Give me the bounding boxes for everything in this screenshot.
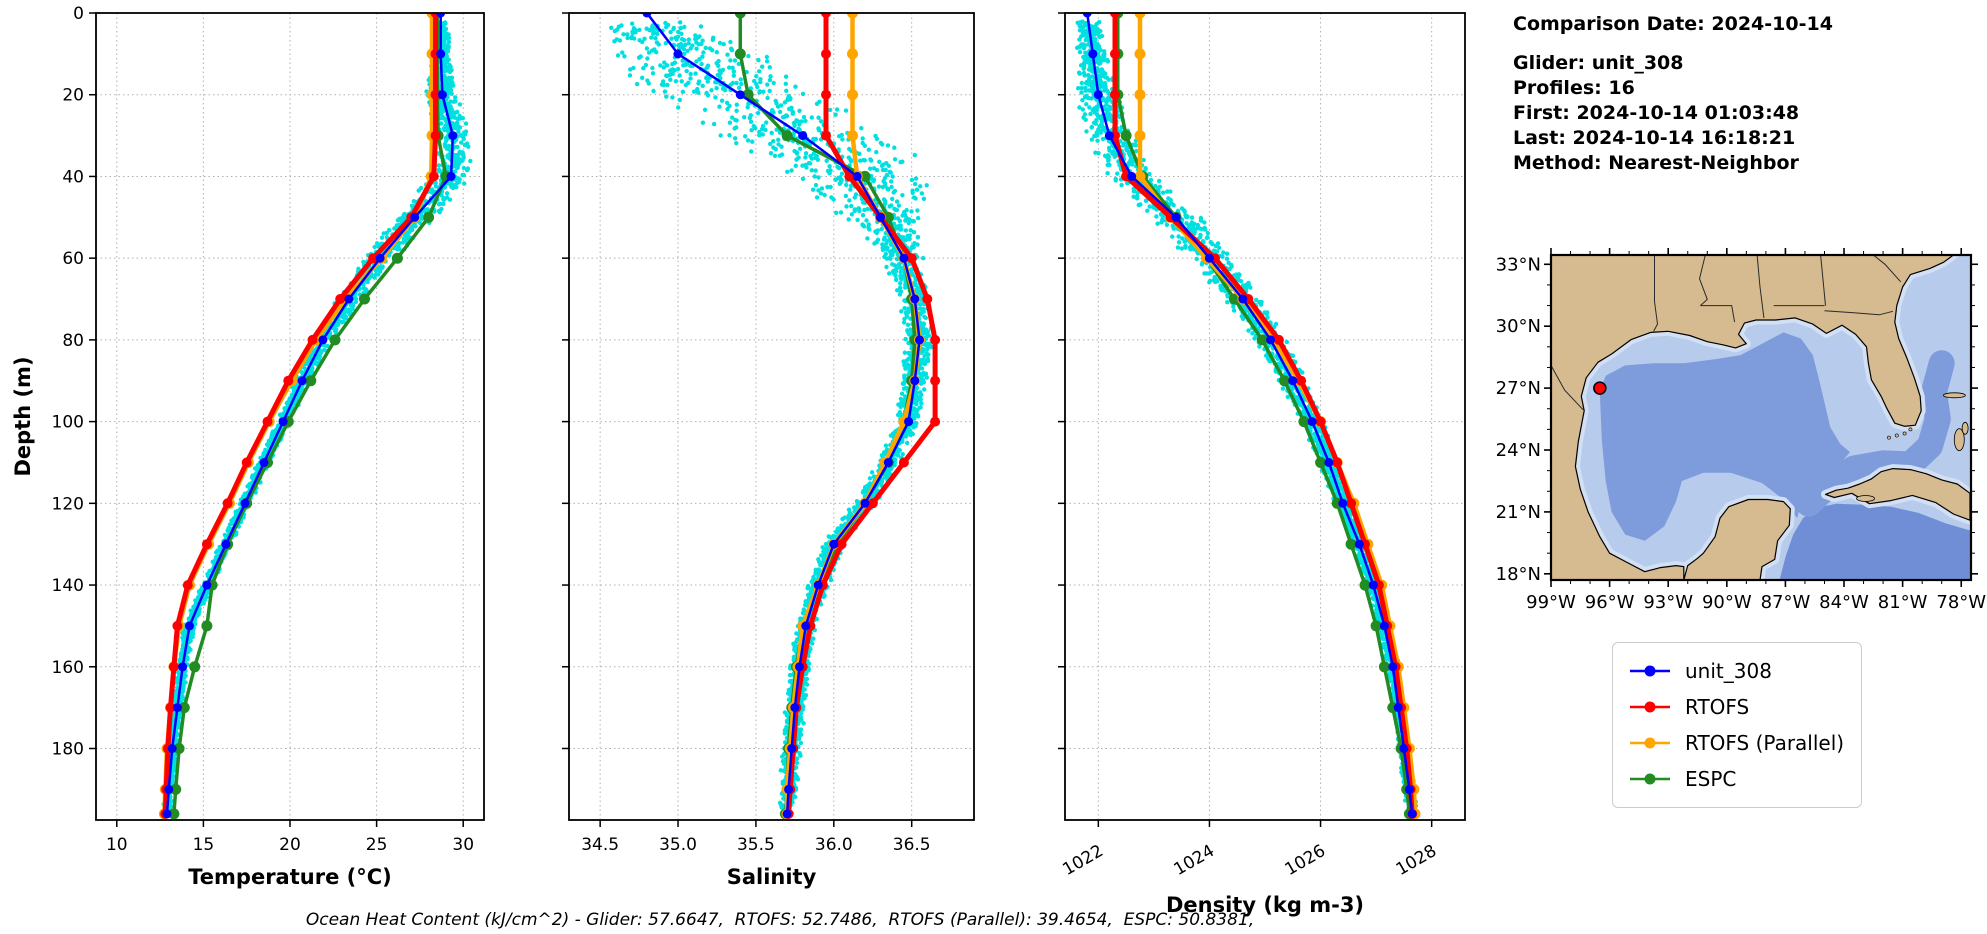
map-plot-area: 33°N30°N27°N24°N21°N18°N99°W 96°W 93°W 90°W… bbox=[1496, 248, 1987, 613]
first-profile-time-text: First: 2024-10-14 01:03:48 bbox=[1513, 102, 1800, 124]
island bbox=[1961, 421, 1969, 435]
salinity-axis-title: Salinity bbox=[727, 865, 817, 889]
series-rtofs-temperature bbox=[160, 13, 441, 819]
tick-labels: 1022 1024 1026 1028 bbox=[1059, 841, 1440, 880]
legend-label: RTOFS bbox=[1685, 695, 1750, 719]
legend: unit_308 RTOFS RTOFS (Parallel) ESPC bbox=[1612, 642, 1862, 808]
svg-text:10: 10 bbox=[106, 835, 128, 855]
svg-text:160: 160 bbox=[52, 658, 84, 678]
glider-location-marker bbox=[1593, 381, 1607, 395]
legend-item-espc: ESPC bbox=[1627, 761, 1847, 797]
glider-scatter-points bbox=[1075, 19, 1419, 816]
svg-text:20: 20 bbox=[62, 86, 84, 106]
state-border bbox=[1653, 255, 1659, 332]
series-glider-salinity bbox=[642, 13, 924, 819]
florida-keys bbox=[1908, 427, 1913, 432]
density-axis-title: Density (kg m-3) bbox=[1166, 893, 1364, 917]
salinity-panel: 34.5 35.0 35.5 36.0 36.5 Salinity bbox=[562, 12, 975, 889]
series-glider-density bbox=[1082, 13, 1417, 819]
tick-labels: 34.5 35.0 35.5 36.0 36.5 bbox=[581, 835, 930, 855]
legend-label: unit_308 bbox=[1685, 659, 1772, 683]
axes-box bbox=[1064, 12, 1466, 821]
profiles-count-text: Profiles: 16 bbox=[1513, 77, 1635, 99]
legend-line-sample-rtofs bbox=[1630, 701, 1670, 713]
island bbox=[1942, 392, 1966, 399]
series-parallel-temperature bbox=[158, 13, 438, 820]
glider-name-text: Glider: unit_308 bbox=[1513, 52, 1684, 74]
map-tick-labels: 33°N30°N27°N24°N21°N18°N99°W 96°W 93°W 90°W… bbox=[1496, 254, 1987, 613]
axis-ticks bbox=[1058, 12, 1433, 827]
svg-text:180: 180 bbox=[52, 739, 84, 759]
state-border bbox=[1756, 255, 1765, 318]
yucatan-peninsula bbox=[1683, 498, 1791, 580]
axis-ticks bbox=[562, 12, 913, 827]
deep-caribbean-water bbox=[1779, 503, 1970, 580]
ocean-heat-content-caption: Ocean Heat Content (kJ/cm^2) - Glider: 5… bbox=[305, 910, 1255, 930]
series-parallel-density bbox=[1134, 13, 1421, 820]
svg-text:0: 0 bbox=[73, 4, 84, 24]
legend-label: RTOFS (Parallel) bbox=[1685, 731, 1845, 755]
metadata-panel: Comparison Date: 2024-10-14 Glider: unit… bbox=[1513, 12, 1833, 176]
svg-text:100: 100 bbox=[52, 413, 84, 433]
legend-line-sample-unit-308 bbox=[1630, 665, 1670, 677]
axes-box bbox=[568, 12, 975, 821]
svg-text:25: 25 bbox=[366, 835, 388, 855]
florida-keys bbox=[1894, 433, 1899, 438]
florida-keys bbox=[1902, 431, 1907, 436]
legend-line-sample-espc bbox=[1630, 773, 1670, 785]
svg-text:15: 15 bbox=[193, 835, 215, 855]
axis-ticks bbox=[89, 12, 464, 827]
spacer bbox=[1513, 37, 1833, 51]
svg-text:20: 20 bbox=[279, 835, 301, 855]
density-panel: 1022 1024 1026 1028 Density (kg m-3) bbox=[1058, 12, 1466, 917]
last-profile-time-text: Last: 2024-10-14 16:18:21 bbox=[1513, 127, 1796, 149]
legend-label: ESPC bbox=[1685, 767, 1737, 791]
map-layers bbox=[1551, 255, 1971, 580]
state-border bbox=[1824, 310, 1894, 316]
series-espc-density bbox=[1112, 13, 1415, 820]
svg-text:140: 140 bbox=[52, 576, 84, 596]
legend-item-rtofs-parallel: RTOFS (Parallel) bbox=[1627, 725, 1847, 761]
deep-channel-water bbox=[1795, 350, 1955, 517]
method-text: Method: Nearest-Neighbor bbox=[1513, 152, 1799, 174]
location-map: 33°N30°N27°N24°N21°N18°N99°W 96°W 93°W 90°W… bbox=[1496, 248, 1987, 613]
map-border bbox=[1549, 253, 1973, 582]
depth-axis-title: Depth (m) bbox=[11, 356, 35, 476]
deep-gulf-water bbox=[1599, 332, 1850, 541]
series-rtofs-salinity bbox=[783, 13, 941, 819]
cuba bbox=[1824, 468, 1971, 521]
series-espc-temperature bbox=[168, 13, 452, 820]
mainland-us-mexico bbox=[1551, 255, 1954, 580]
profile-plots: 10 15 20 25 30 0 20 40 60 80 100 120 140 160 180 Temper… bbox=[11, 4, 1466, 917]
svg-text:40: 40 bbox=[62, 167, 84, 187]
state-border bbox=[1551, 365, 1584, 411]
svg-text:60: 60 bbox=[62, 249, 84, 269]
glider-scatter-points bbox=[160, 20, 473, 816]
temperature-panel: 10 15 20 25 30 0 20 40 60 80 100 120 140 160 180 Temper… bbox=[52, 4, 485, 889]
map-ticks bbox=[1544, 248, 1978, 587]
state-border bbox=[1872, 255, 1902, 283]
temperature-axis-title: Temperature (°C) bbox=[188, 865, 391, 889]
comparison-date-text: Comparison Date: 2024-10-14 bbox=[1513, 13, 1833, 35]
svg-text:30: 30 bbox=[452, 835, 474, 855]
legend-item-rtofs: RTOFS bbox=[1627, 689, 1847, 725]
florida-keys bbox=[1887, 435, 1891, 440]
state-border bbox=[1700, 305, 1736, 323]
series-rtofs-density bbox=[1110, 13, 1418, 819]
tick-labels: 10 15 20 25 30 0 20 40 60 80 100 120 140 160 180 bbox=[52, 4, 474, 855]
glider-scatter-points bbox=[609, 20, 936, 816]
state-border bbox=[1820, 255, 1826, 306]
svg-text:120: 120 bbox=[52, 494, 84, 514]
legend-item-unit-308: unit_308 bbox=[1627, 653, 1847, 689]
island bbox=[1856, 495, 1875, 502]
state-border bbox=[1698, 255, 1708, 306]
svg-text:80: 80 bbox=[62, 331, 84, 351]
series-glider-temperature bbox=[162, 13, 458, 819]
island bbox=[1953, 428, 1965, 452]
legend-line-sample-rtofs-parallel bbox=[1630, 737, 1670, 749]
